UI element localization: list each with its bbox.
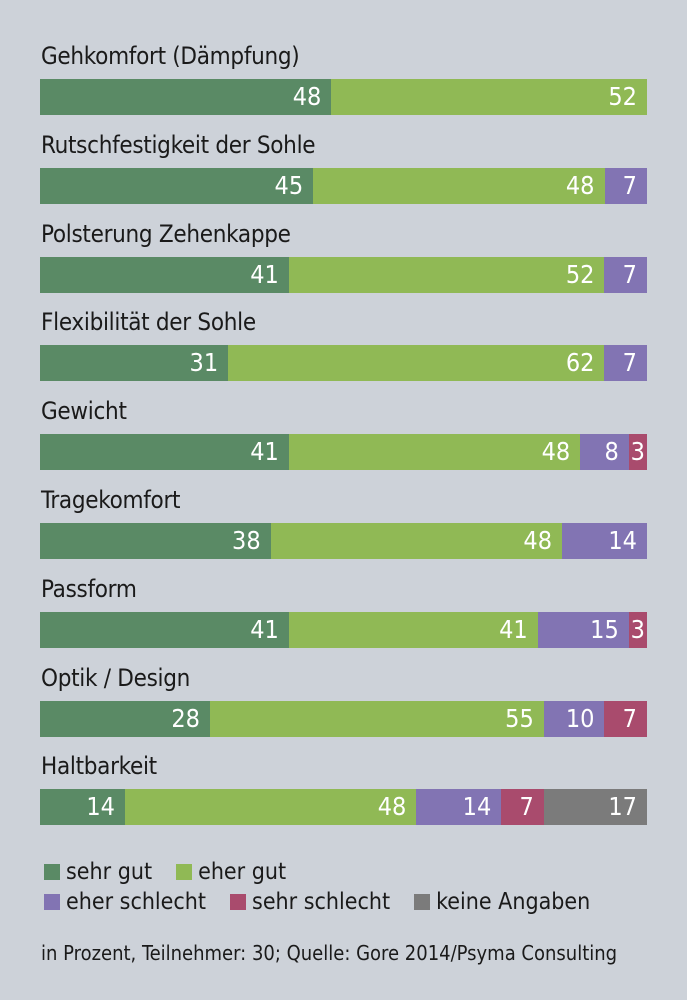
stacked-bar: 14 48 14 7 17: [40, 789, 647, 826]
stacked-bar-chart: Gehkomfort (Dämpfung) 48 52 Rutschfestigkei…: [40, 42, 647, 826]
stacked-bar: 41 41 15 3: [40, 611, 647, 648]
data-label: 48: [292, 82, 322, 111]
category-label: Flexibilität der Sohle: [41, 308, 256, 337]
bar-segment-eher-schlecht: 8: [580, 434, 629, 471]
data-label: 48: [377, 792, 407, 822]
legend-label: keine Angaben: [436, 889, 591, 915]
data-label: 17: [608, 792, 637, 822]
category-label: Gewicht: [41, 397, 127, 426]
bar-segment-sehr-gut: 45: [40, 167, 314, 204]
legend-label: eher schlecht: [66, 889, 207, 915]
data-label: 48: [523, 526, 553, 555]
bar-segment-eher-gut: 55: [209, 700, 544, 737]
bar-segment-keine-Angaben: 17: [543, 789, 647, 826]
data-label: 48: [565, 170, 595, 200]
bar-segment-sehr-schlecht: 3: [628, 611, 647, 648]
stacked-bar: 48 52: [40, 79, 647, 115]
data-label: 14: [86, 792, 115, 822]
bar-segment-sehr-schlecht: 7: [604, 700, 647, 737]
data-label: 41: [250, 259, 279, 289]
data-label: 52: [565, 259, 595, 289]
legend-item-eher-gut: eher gut: [176, 858, 286, 886]
data-label: 3: [630, 437, 645, 467]
data-label: 10: [565, 703, 595, 733]
bar-segment-eher-gut: 48: [313, 167, 605, 204]
bar-segment-eher-gut: 48: [288, 434, 581, 471]
bar-segment-sehr-gut: 14: [40, 789, 125, 826]
data-label: 7: [622, 348, 637, 378]
legend-swatch: [44, 894, 60, 910]
bar-segment-sehr-gut: 31: [40, 345, 229, 382]
category-label: Optik / Design: [41, 663, 191, 692]
data-label: 62: [565, 348, 595, 378]
data-label: 41: [250, 437, 279, 467]
legend-label: eher gut: [198, 859, 287, 885]
legend-swatch: [414, 894, 431, 910]
bar-segment-eher-schlecht: 14: [562, 523, 647, 559]
category-label: Passform: [41, 574, 137, 603]
data-label: 8: [604, 437, 619, 467]
legend-item-eher-schlecht: eher schlecht: [44, 888, 206, 916]
bar-segment-sehr-gut: 48: [40, 79, 332, 115]
legend-swatch: [176, 864, 193, 880]
legend-swatch: [44, 864, 60, 880]
category-label: Haltbarkeit: [41, 752, 157, 781]
data-label: 14: [462, 792, 492, 822]
legend-row-2: eher schlecht sehr schlecht keine Angabe…: [44, 888, 614, 916]
bar-segment-eher-gut: 48: [270, 523, 563, 559]
bar-segment-sehr-gut: 38: [40, 523, 271, 559]
category-label: Gehkomfort (Dämpfung): [41, 42, 300, 70]
bar-segment-sehr-gut: 28: [40, 700, 210, 737]
data-label: 41: [499, 614, 528, 644]
category-label: Polsterung Zehenkappe: [41, 219, 291, 248]
data-label: 7: [622, 703, 637, 733]
bar-segment-sehr-schlecht: 3: [628, 434, 647, 471]
data-label: 45: [274, 170, 304, 200]
source-note: in Prozent, Teilnehmer: 30; Quelle: Gore…: [41, 941, 618, 965]
stacked-bar: 45 48 7: [40, 167, 647, 204]
bar-segment-eher-schlecht: 7: [604, 345, 647, 382]
bar-segment-eher-gut: 52: [331, 79, 647, 115]
data-label: 28: [171, 703, 200, 733]
legend-item-sehr-gut: sehr gut: [44, 858, 152, 886]
bar-segment-sehr-gut: 41: [40, 611, 289, 648]
bar-segment-eher-schlecht: 10: [543, 700, 605, 737]
data-label: 14: [608, 526, 637, 555]
legend-label: sehr gut: [66, 859, 153, 885]
legend-swatch: [230, 894, 247, 910]
data-label: 7: [622, 259, 637, 289]
bar-segment-eher-gut: 52: [288, 256, 605, 293]
data-label: 15: [590, 614, 619, 644]
data-label: 55: [505, 703, 534, 733]
data-label: 38: [232, 526, 261, 555]
bar-segment-eher-gut: 62: [228, 345, 605, 382]
bar-segment-sehr-gut: 41: [40, 256, 289, 293]
bar-segment-eher-gut: 41: [288, 611, 538, 648]
data-label: 48: [541, 437, 571, 467]
stacked-bar: 41 52 7: [40, 256, 647, 293]
stacked-bar: 31 62 7: [40, 345, 647, 382]
legend-label: sehr schlecht: [252, 889, 391, 915]
stacked-bar: 38 48 14: [40, 523, 647, 559]
data-label: 41: [250, 614, 279, 644]
bar-segment-eher-schlecht: 7: [604, 256, 647, 293]
legend-item-keine-angaben: keine Angaben: [414, 888, 590, 916]
data-label: 31: [189, 348, 219, 378]
stacked-bar: 28 55 10 7: [40, 700, 647, 737]
legend-row-1: sehr gut eher gut: [44, 858, 310, 886]
bar-segment-sehr-gut: 41: [40, 434, 289, 471]
category-label: Tragekomfort: [41, 486, 181, 514]
data-label: 52: [608, 82, 637, 111]
legend-item-sehr-schlecht: sehr schlecht: [230, 888, 390, 916]
bar-segment-eher-schlecht: 15: [537, 611, 629, 648]
category-label: Rutschfestigkeit der Sohle: [41, 130, 316, 159]
bar-segment-eher-schlecht: 14: [416, 789, 502, 826]
data-label: 7: [622, 170, 637, 200]
bar-segment-eher-gut: 48: [124, 789, 417, 826]
stacked-bar: 41 48 8 3: [40, 434, 647, 471]
data-label: 3: [630, 614, 645, 644]
bar-segment-sehr-schlecht: 7: [501, 789, 544, 826]
bar-segment-eher-schlecht: 7: [604, 167, 647, 204]
data-label: 7: [519, 792, 534, 822]
